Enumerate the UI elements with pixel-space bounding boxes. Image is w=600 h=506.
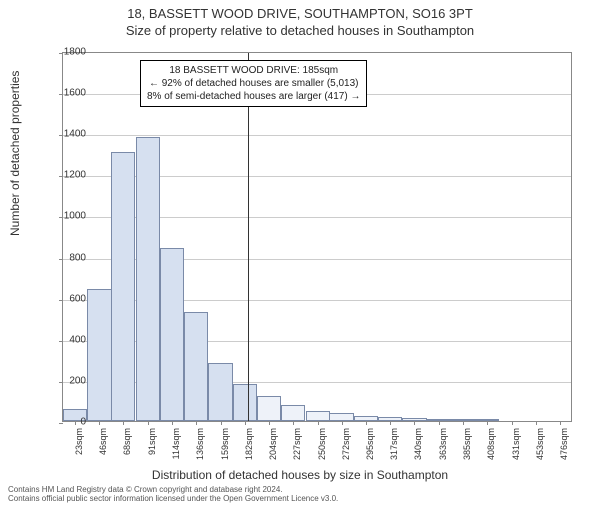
histogram-bar — [184, 312, 208, 421]
xtick-label: 363sqm — [438, 428, 448, 468]
histogram-bar — [233, 384, 257, 421]
annotation-line1: 18 BASSETT WOOD DRIVE: 185sqm — [147, 64, 360, 77]
histogram-bar — [160, 248, 184, 421]
footer: Contains HM Land Registry data © Crown c… — [8, 485, 338, 504]
xtick-label: 385sqm — [462, 428, 472, 468]
ytick-label: 800 — [46, 252, 86, 263]
ytick-label: 1000 — [46, 211, 86, 222]
xtick-label: 317sqm — [389, 428, 399, 468]
xtick-mark — [293, 421, 294, 425]
ytick-label: 400 — [46, 334, 86, 345]
histogram-bar — [306, 411, 330, 421]
ytick-label: 1800 — [46, 47, 86, 58]
xtick-mark — [512, 421, 513, 425]
xtick-mark — [414, 421, 415, 425]
xtick-mark — [172, 421, 173, 425]
xtick-label: 204sqm — [268, 428, 278, 468]
xtick-mark — [342, 421, 343, 425]
histogram-bar — [329, 413, 353, 421]
xtick-label: 114sqm — [171, 428, 181, 468]
xtick-mark — [269, 421, 270, 425]
xtick-mark — [196, 421, 197, 425]
xtick-label: 295sqm — [365, 428, 375, 468]
xtick-label: 250sqm — [317, 428, 327, 468]
histogram-bar — [208, 363, 232, 421]
xtick-label: 91sqm — [147, 428, 157, 468]
ytick-label: 1200 — [46, 170, 86, 181]
gridline — [63, 135, 571, 136]
xtick-mark — [366, 421, 367, 425]
xtick-mark — [318, 421, 319, 425]
xtick-mark — [487, 421, 488, 425]
footer-line1: Contains HM Land Registry data © Crown c… — [8, 485, 338, 495]
xtick-label: 431sqm — [511, 428, 521, 468]
histogram-bar — [111, 152, 135, 421]
xtick-mark — [439, 421, 440, 425]
ytick-label: 1400 — [46, 129, 86, 140]
chart-container: 18, BASSETT WOOD DRIVE, SOUTHAMPTON, SO1… — [0, 6, 600, 506]
xtick-label: 453sqm — [535, 428, 545, 468]
annotation-box: 18 BASSETT WOOD DRIVE: 185sqm ← 92% of d… — [140, 60, 367, 107]
xtick-mark — [99, 421, 100, 425]
x-axis-label: Distribution of detached houses by size … — [0, 468, 600, 482]
xtick-label: 408sqm — [486, 428, 496, 468]
y-axis-label: Number of detached properties — [8, 71, 22, 236]
ytick-label: 1600 — [46, 88, 86, 99]
chart-wrap — [62, 52, 572, 422]
footer-line2: Contains official public sector informat… — [8, 494, 338, 504]
xtick-mark — [148, 421, 149, 425]
xtick-label: 227sqm — [292, 428, 302, 468]
xtick-label: 476sqm — [559, 428, 569, 468]
histogram-bar — [257, 396, 281, 421]
plot-area — [62, 52, 572, 422]
chart-subtitle: Size of property relative to detached ho… — [0, 23, 600, 38]
ytick-label: 0 — [46, 417, 86, 428]
xtick-label: 159sqm — [220, 428, 230, 468]
xtick-label: 46sqm — [98, 428, 108, 468]
xtick-mark — [245, 421, 246, 425]
xtick-label: 136sqm — [195, 428, 205, 468]
annotation-line2: ← 92% of detached houses are smaller (5,… — [147, 77, 360, 90]
histogram-bar — [136, 137, 160, 421]
xtick-label: 272sqm — [341, 428, 351, 468]
xtick-label: 23sqm — [74, 428, 84, 468]
marker-line — [248, 53, 249, 421]
chart-title: 18, BASSETT WOOD DRIVE, SOUTHAMPTON, SO1… — [0, 6, 600, 21]
xtick-mark — [463, 421, 464, 425]
ytick-label: 200 — [46, 375, 86, 386]
annotation-line3: 8% of semi-detached houses are larger (4… — [147, 90, 360, 103]
xtick-label: 68sqm — [122, 428, 132, 468]
ytick-label: 600 — [46, 293, 86, 304]
xtick-label: 340sqm — [413, 428, 423, 468]
xtick-mark — [536, 421, 537, 425]
xtick-mark — [560, 421, 561, 425]
histogram-bar — [87, 289, 111, 421]
xtick-mark — [221, 421, 222, 425]
histogram-bar — [281, 405, 305, 421]
xtick-mark — [390, 421, 391, 425]
xtick-label: 182sqm — [244, 428, 254, 468]
xtick-mark — [123, 421, 124, 425]
